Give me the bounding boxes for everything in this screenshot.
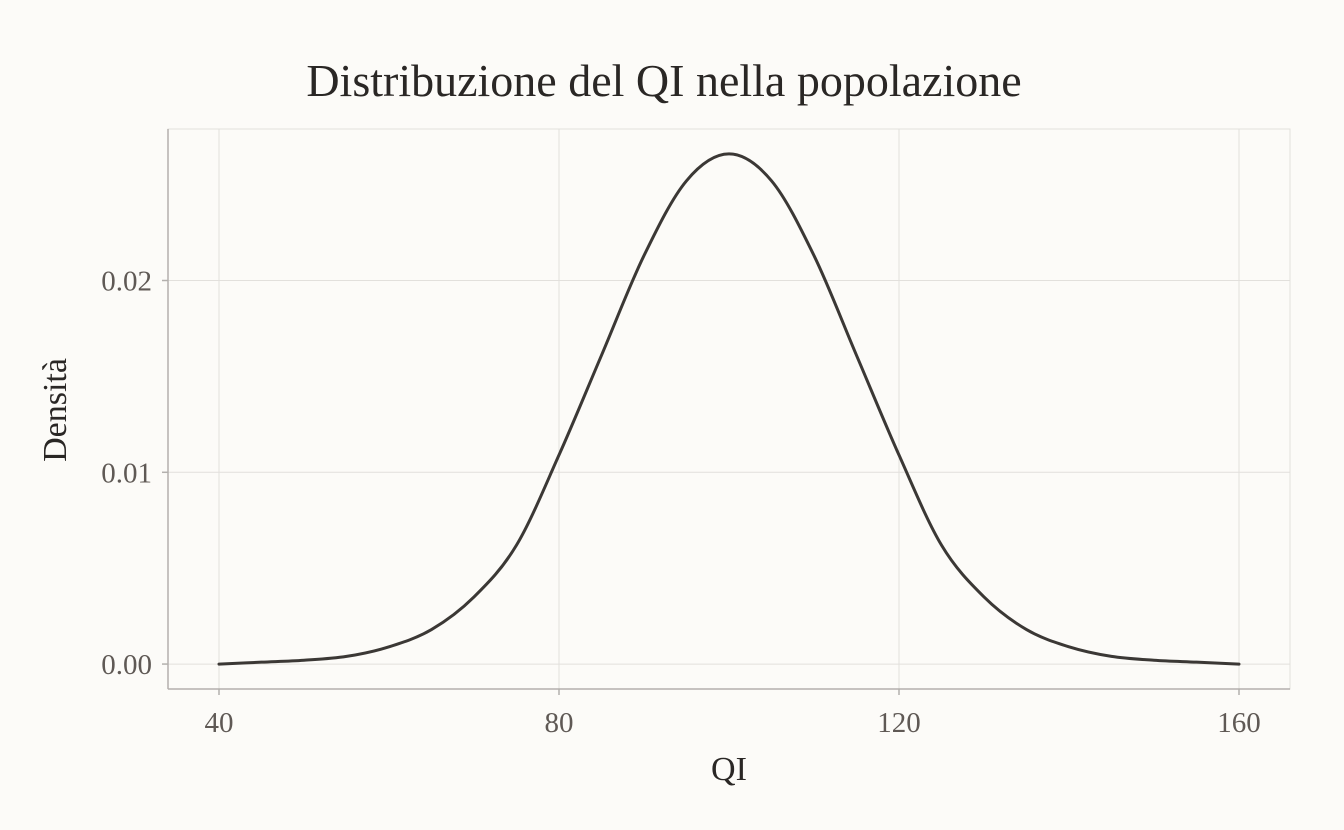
y-tick-label: 0.00 [101, 649, 152, 681]
x-axis-title: QI [711, 751, 747, 788]
x-tick-label: 40 [205, 707, 234, 739]
x-tick-label: 160 [1217, 707, 1261, 739]
plot-frame [167, 128, 1291, 690]
y-tick-label: 0.01 [101, 457, 152, 489]
ticks: 40 80 120 160 0.00 0.01 0.02 [101, 266, 1261, 739]
axes [167, 129, 1290, 690]
x-tick-label: 120 [877, 707, 921, 739]
y-axis-title: Densità [37, 358, 74, 462]
y-tick-label: 0.02 [101, 266, 152, 298]
grid [167, 128, 1291, 690]
x-tick-label: 80 [545, 707, 574, 739]
chart-title: Distribuzione del QI nella popolazione [306, 55, 1021, 106]
density-curve [217, 152, 1241, 666]
series [217, 152, 1241, 666]
